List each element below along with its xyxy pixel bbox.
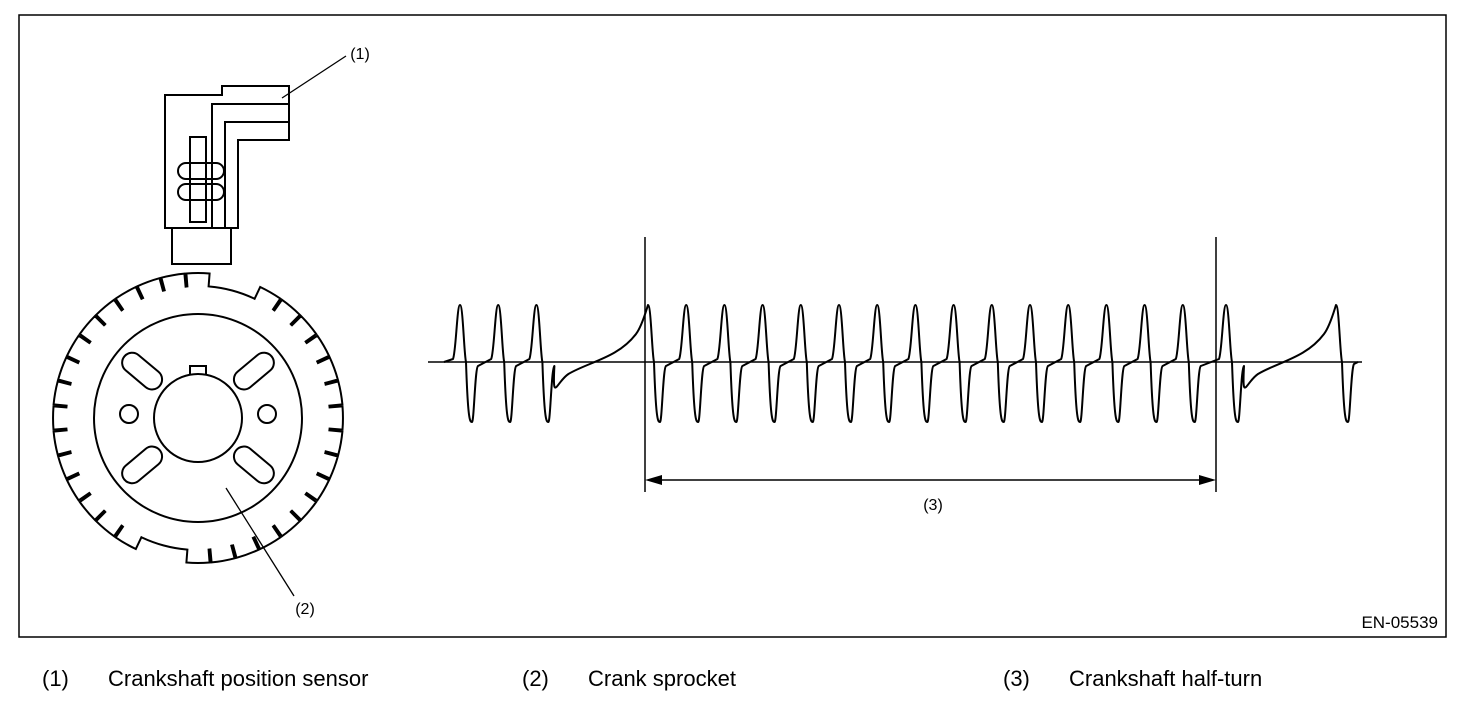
legend-label: Crankshaft position sensor (108, 666, 369, 691)
legend-number: (3) (1003, 666, 1030, 691)
legend-number: (1) (42, 666, 69, 691)
sensor-waveform (428, 237, 1362, 492)
sprocket-slot (232, 351, 275, 391)
legend-number: (2) (522, 666, 549, 691)
half-turn-callout: (3) (923, 497, 943, 514)
sprocket-teeth (52, 272, 344, 564)
crank-sprocket (52, 272, 344, 564)
crankshaft-position-sensor (164, 85, 290, 265)
half-turn-dimension-arrow (645, 475, 1216, 485)
legend-label: Crankshaft half-turn (1069, 666, 1263, 691)
sprocket-slot (121, 445, 164, 485)
figure-frame (18, 14, 1447, 638)
figure-code: EN-05539 (1361, 613, 1438, 632)
sensor-leader-line (281, 55, 347, 99)
sprocket-slot (121, 351, 164, 391)
sprocket-callout: (2) (295, 601, 315, 618)
crank-sensor-diagram: (1) (2) (3) EN-05539 (18, 14, 1447, 638)
sprocket-slot (232, 445, 275, 485)
sprocket-leader-line (225, 487, 295, 597)
legend: (1) Crankshaft position sensor (2) Crank… (0, 666, 1472, 696)
waveform-signal (443, 304, 1359, 423)
sensor-callout: (1) (350, 46, 370, 63)
sprocket-slots (121, 351, 275, 485)
legend-label: Crank sprocket (588, 666, 736, 691)
